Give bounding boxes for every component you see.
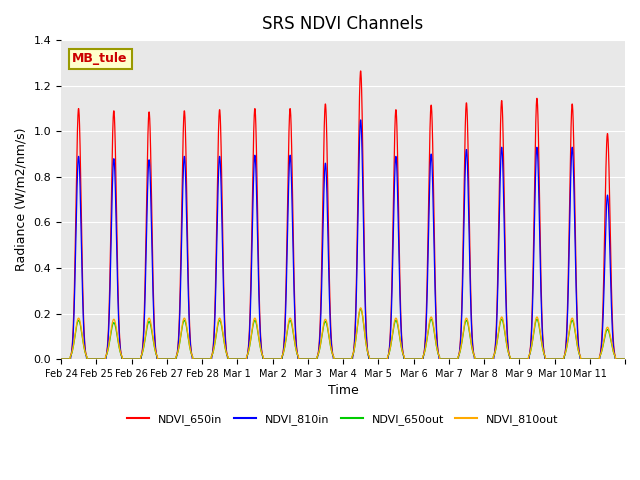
NDVI_810in bbox=[501, 266, 509, 272]
NDVI_650out bbox=[535, 323, 543, 328]
NDVI_650out bbox=[57, 356, 65, 362]
Text: MB_tule: MB_tule bbox=[72, 52, 128, 65]
Legend: NDVI_650in, NDVI_810in, NDVI_650out, NDVI_810out: NDVI_650in, NDVI_810in, NDVI_650out, NDV… bbox=[123, 409, 563, 429]
NDVI_650in bbox=[615, 356, 623, 362]
NDVI_810out bbox=[615, 356, 623, 362]
NDVI_810out bbox=[415, 356, 423, 362]
NDVI_650out bbox=[465, 328, 473, 334]
NDVI_650out bbox=[621, 356, 629, 362]
NDVI_650in bbox=[173, 353, 180, 359]
NDVI_810out bbox=[465, 326, 473, 332]
NDVI_810in bbox=[535, 199, 543, 204]
NDVI_650out bbox=[415, 356, 423, 362]
NDVI_650in bbox=[415, 356, 423, 362]
NDVI_810out bbox=[356, 305, 364, 311]
NDVI_650out bbox=[173, 353, 180, 359]
NDVI_810in bbox=[57, 356, 65, 362]
NDVI_810in bbox=[465, 234, 473, 240]
Y-axis label: Radiance (W/m2/nm/s): Radiance (W/m2/nm/s) bbox=[15, 128, 28, 271]
NDVI_650in bbox=[621, 356, 629, 362]
NDVI_810out bbox=[621, 356, 629, 362]
NDVI_650out bbox=[356, 306, 364, 312]
Title: SRS NDVI Channels: SRS NDVI Channels bbox=[262, 15, 424, 33]
NDVI_650in bbox=[356, 68, 364, 74]
NDVI_810in bbox=[356, 117, 364, 123]
Line: NDVI_810in: NDVI_810in bbox=[61, 120, 625, 359]
NDVI_810out bbox=[173, 353, 180, 359]
NDVI_650in bbox=[501, 246, 509, 252]
NDVI_650in bbox=[465, 207, 473, 213]
NDVI_810out bbox=[501, 330, 509, 336]
NDVI_650in bbox=[57, 356, 65, 362]
NDVI_810in bbox=[615, 356, 623, 362]
Line: NDVI_650out: NDVI_650out bbox=[61, 309, 625, 359]
NDVI_650out bbox=[615, 356, 623, 362]
NDVI_810in bbox=[415, 356, 423, 362]
Line: NDVI_650in: NDVI_650in bbox=[61, 71, 625, 359]
X-axis label: Time: Time bbox=[328, 384, 358, 397]
NDVI_810in bbox=[621, 356, 629, 362]
NDVI_810out bbox=[57, 356, 65, 362]
NDVI_810out bbox=[535, 321, 543, 326]
Line: NDVI_810out: NDVI_810out bbox=[61, 308, 625, 359]
NDVI_810in bbox=[173, 354, 180, 360]
NDVI_650in bbox=[535, 162, 543, 168]
NDVI_650out bbox=[501, 332, 509, 337]
